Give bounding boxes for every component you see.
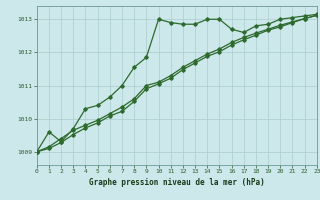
X-axis label: Graphe pression niveau de la mer (hPa): Graphe pression niveau de la mer (hPa): [89, 178, 265, 187]
